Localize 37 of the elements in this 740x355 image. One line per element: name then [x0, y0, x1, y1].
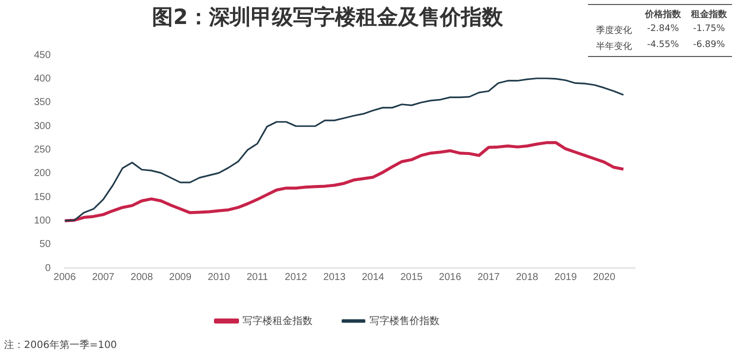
y-tick-label: 300 — [34, 120, 52, 132]
y-tick-label: 450 — [34, 50, 52, 61]
y-tick-label: 150 — [34, 192, 52, 203]
text: 价格指数 — [644, 8, 682, 21]
x-tick-label: 2016 — [438, 272, 462, 283]
legend-label: 写字楼售价指数 — [370, 314, 440, 327]
text: -2.84% — [646, 24, 680, 36]
legend-label: 写字楼租金指数 — [242, 314, 312, 327]
x-tick-label: 2006 — [54, 272, 76, 283]
y-tick-label: 0 — [45, 262, 52, 274]
text: -4.55% — [646, 40, 680, 52]
x-tick-label: 2013 — [323, 272, 346, 283]
text: -6.89% — [692, 40, 726, 52]
chart-title: 图2：深圳甲级写字楼租金及售价指数 — [152, 5, 504, 30]
text: -1.75% — [692, 24, 726, 36]
y-tick-label: 350 — [34, 97, 52, 108]
x-tick-label: 2009 — [169, 272, 192, 283]
y-tick-label: 400 — [34, 74, 52, 85]
x-tick-label: 2015 — [400, 272, 424, 283]
x-tick-label: 2017 — [477, 272, 500, 283]
x-tick-label: 2008 — [130, 272, 154, 283]
x-tick-label: 2019 — [554, 272, 578, 283]
x-tick-label: 2007 — [92, 272, 115, 283]
y-tick-label: 100 — [34, 215, 52, 226]
x-tick-label: 2020 — [593, 272, 616, 283]
text: 租金指数 — [690, 8, 728, 21]
x-tick-label: 2014 — [362, 272, 385, 283]
y-tick-label: 250 — [34, 144, 52, 156]
x-tick-label: 2011 — [246, 272, 269, 283]
text: 季度变化 — [595, 24, 633, 37]
x-tick-label: 2010 — [208, 272, 230, 283]
text: 注：2006年第一季=100 — [4, 338, 117, 352]
x-tick-label: 2012 — [284, 272, 308, 283]
x-tick-label: 2018 — [516, 272, 539, 283]
y-tick-label: 200 — [34, 168, 52, 180]
y-tick-label: 50 — [40, 239, 52, 250]
text: 半年变化 — [595, 40, 633, 53]
